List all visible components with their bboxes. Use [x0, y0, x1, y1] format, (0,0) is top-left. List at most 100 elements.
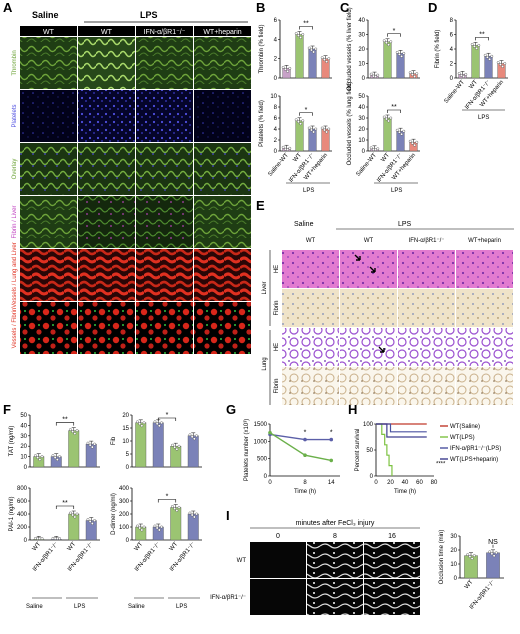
panel-f-ddimer-data-point — [157, 528, 161, 532]
panel-f-ddimer-data-point — [140, 528, 144, 532]
panel-c-lung-y-tick-label: 10 — [358, 138, 365, 144]
panel-b-platelets-data-point — [286, 148, 289, 151]
panel-d-fibrin-bar — [471, 45, 480, 79]
panel-b-platelets-y-label: Platelets (% field) — [259, 100, 265, 147]
panel-f-ddimer-data-point — [138, 526, 142, 530]
panel-i-row-label: WT — [237, 558, 247, 564]
panel-f-tat-data-point — [38, 458, 42, 461]
panel-c-liver-y-tick-label: 10 — [358, 62, 365, 68]
panel-f-tat-sig-bracket — [55, 422, 75, 426]
panel-i-occlusion-sig-label: NS — [488, 539, 498, 546]
panel-g-sig-label: * — [330, 430, 333, 437]
panel-i-video-frame — [250, 579, 306, 615]
panel-b-thrombin-bar — [295, 34, 304, 79]
panel-c-lung-chart: 0 10 20 30 40 50 Occluded vessels (% lung fiel… — [347, 82, 420, 184]
panel-e-histology-tile — [398, 289, 455, 327]
panel-f-tat-data-point — [93, 442, 96, 446]
panel-f-fib-data-point — [140, 424, 144, 428]
panel-b-thrombin-data-point — [294, 32, 298, 35]
panel-c-liver-data-point — [402, 51, 406, 55]
panel-b-platelets-data-point — [294, 118, 298, 122]
panel-f-ddimer-y-tick-label: 0 — [126, 538, 130, 544]
panel-f-pai1-data-point — [88, 520, 92, 523]
panel-e-column-header: WT — [306, 238, 316, 244]
panel-b-platelets-data-point — [327, 127, 331, 131]
panel-b-thrombin-data-point — [322, 58, 326, 62]
panel-e-histology-tile — [282, 328, 339, 366]
panel-c-lung-data-point — [387, 119, 390, 123]
panel-f-tat-data-point — [55, 458, 59, 461]
panel-c-liver-y-tick-label: 30 — [358, 33, 365, 39]
panel-e-arrow-mark — [354, 254, 361, 261]
panel-c-lung-data-point — [400, 132, 403, 136]
panel-f-fib-data-point — [157, 424, 161, 428]
panel-f-tat-data-point — [88, 443, 92, 447]
panel-i-time-label: 16 — [388, 533, 396, 540]
panel-b-platelets-bar — [295, 120, 304, 152]
panel-f-pai1-data-point — [93, 519, 96, 522]
panel-e-histology-tile — [456, 367, 513, 405]
panel-d-fibrin-data-point — [462, 75, 465, 78]
panel-f-ddimer-data-point — [177, 506, 181, 509]
panel-g-x-tick-label: 14 — [328, 480, 335, 486]
panel-a-micrograph-tile — [20, 143, 77, 195]
panel-a-group-saline: Saline — [32, 10, 59, 20]
panel-f-fib-data-point — [171, 443, 174, 447]
panel-g-data-point — [329, 437, 334, 442]
panel-a-micrograph-tile — [136, 143, 193, 195]
panel-f-fib-sig-label: * — [166, 412, 169, 419]
panel-f-ddimer-data-point — [136, 524, 139, 528]
panel-f-pai1-y-tick-label: 200 — [17, 525, 28, 531]
panel-d-fibrin-data-point — [477, 43, 481, 47]
panel-i-occlusion-y-tick-label: 30 — [450, 534, 457, 540]
panel-b-thrombin-data-point — [312, 50, 315, 54]
panel-e-group-saline: Saline — [294, 221, 314, 228]
panel-b-thrombin-data-point — [296, 34, 300, 37]
panel-f-fib-data-point — [160, 421, 163, 425]
panel-f-ddimer-bar — [152, 526, 164, 541]
panel-b-platelets-data-point — [288, 146, 292, 150]
panel-f-fib-chart: 0 5 10 15 20 Fib * — [111, 412, 202, 471]
panel-h-x-tick-label: 80 — [431, 480, 438, 486]
panel-f-fib-data-point — [195, 434, 198, 438]
panel-f-fib-y-tick-label: 0 — [126, 465, 130, 471]
panel-e-histology-tile — [456, 250, 513, 288]
panel-a-micrograph-tile — [194, 90, 251, 142]
panel-c-lung-data-point — [384, 117, 388, 121]
panel-c-lung-sig-label: ** — [391, 104, 397, 111]
panel-a-column-header-bg — [194, 26, 251, 36]
panel-f-label: F — [3, 402, 11, 417]
panel-f-fib-data-point — [175, 447, 179, 451]
panel-a-micrograph-tile — [20, 196, 77, 248]
panel-c-lung-data-point — [415, 140, 419, 144]
panel-f-tat-data-point — [36, 456, 40, 459]
panel-b-thrombin-data-point — [309, 48, 313, 52]
panel-b-platelets-sig-bracket — [299, 112, 313, 116]
panel-a-micrograph-tile — [78, 302, 135, 354]
panel-c-liver-data-point — [376, 73, 380, 77]
panel-d-fibrin-data-point — [498, 63, 502, 66]
panel-a-micrograph-tile — [20, 90, 77, 142]
panel-i-video-frame — [364, 542, 420, 578]
panel-d-group-lps: LPS — [478, 115, 489, 121]
panel-a-micrograph-tile — [20, 37, 77, 89]
panel-a-micrograph-tile — [78, 196, 135, 248]
panel-d-fibrin-sig-bracket — [475, 37, 489, 41]
panel-f-ddimer-y-tick-label: 300 — [119, 499, 130, 505]
panel-e-histology-tile — [456, 328, 513, 366]
panel-f-ddimer-data-point — [173, 507, 177, 510]
panel-e-histology-tile — [340, 289, 397, 327]
panel-f-pai1-data-point — [58, 537, 61, 540]
panel-f-ddimer-bar — [135, 526, 147, 541]
panel-f-tat-y-tick-label: 30 — [20, 434, 27, 440]
panel-f-ddimer-data-point — [142, 525, 146, 529]
panel-b-thrombin-sig-label: ** — [303, 21, 309, 28]
panel-b-thrombin-y-tick-label: 6 — [274, 18, 278, 24]
panel-c-lung-x-tick-label: WT — [380, 152, 391, 163]
panel-a-micrograph-tile — [78, 249, 135, 301]
panel-f-fib-data-point — [138, 422, 142, 426]
panel-f-pai1-bar — [68, 513, 80, 541]
panel-c-lung-y-tick-label: 50 — [358, 94, 365, 100]
